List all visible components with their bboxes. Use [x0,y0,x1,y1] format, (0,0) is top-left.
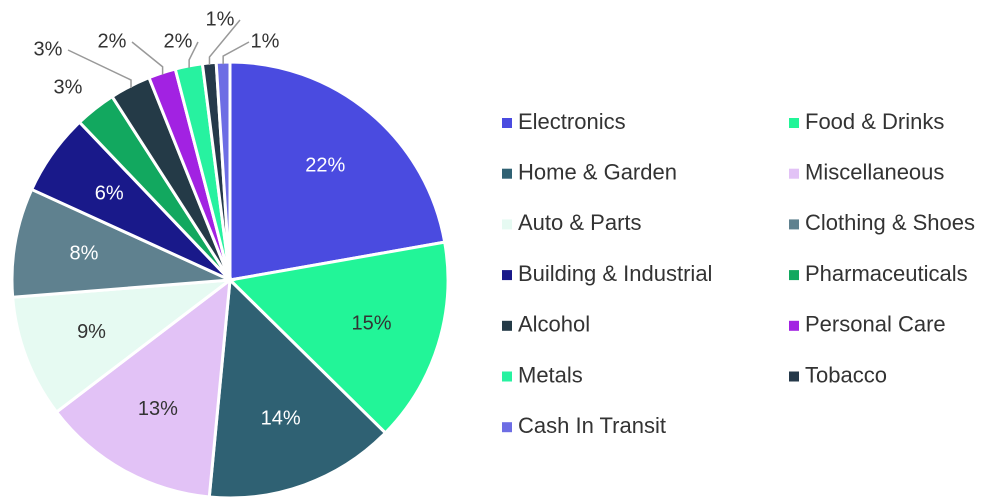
slice-label: 9% [77,321,106,343]
legend-label: Tobacco [805,362,887,387]
legend-label: Home & Garden [518,160,677,185]
legend-swatch [502,270,512,281]
legend-swatch [502,219,512,230]
legend-swatch [789,371,799,382]
legend-label: Personal Care [805,312,946,337]
legend-label: Clothing & Shoes [805,210,975,235]
legend-swatch [789,118,799,128]
slice-label: 3% [34,38,63,60]
slice-label: 22% [305,155,345,177]
pie-slice [228,60,447,282]
slice-label: 8% [70,243,99,265]
legend-swatch [502,168,512,179]
slice-label: 6% [95,182,124,204]
leader-line [131,41,164,75]
leader-line [222,41,250,65]
slice-label: 14% [261,408,301,430]
leader-line [208,19,241,65]
pie-slice [11,278,235,415]
slice-label: 15% [352,312,392,334]
slice-label: 3% [54,76,83,98]
legend: Electronics Food & Drinks Home & Garden Mis… [502,109,975,438]
pie-slice [10,187,236,299]
legend-label: Auto & Parts [518,210,642,235]
legend-swatch [789,270,799,281]
slice-label: 1% [251,30,280,52]
legend-swatch [502,422,512,433]
pie-slice [54,276,232,497]
legend-swatch [789,219,799,230]
legend-label: Building & Industrial [518,261,712,286]
slice-label: 2% [164,30,193,52]
legend-swatch [789,168,799,179]
legend-label: Electronics [518,109,626,134]
leader-line [188,41,199,68]
leader-line [67,49,132,89]
legend-label: Food & Drinks [805,109,944,134]
pie-slice [226,240,450,436]
slice-label: 2% [98,30,127,52]
pie: 22% 15% 14% 13% 9% 8% 6% 3% 3% 2% 2% 1% 1% [10,8,450,497]
slice-label: 1% [206,8,235,30]
slice-label: 13% [138,398,178,420]
legend-swatch [789,320,799,331]
pie-slice [207,276,388,497]
legend-swatch [502,118,512,128]
legend-label: Alcohol [518,312,590,337]
legend-label: Metals [518,362,583,387]
legend-label: Cash In Transit [518,413,666,438]
legend-swatch [502,320,512,331]
legend-label: Pharmaceuticals [805,261,968,286]
legend-swatch [502,371,512,382]
legend-label: Miscellaneous [805,160,944,185]
